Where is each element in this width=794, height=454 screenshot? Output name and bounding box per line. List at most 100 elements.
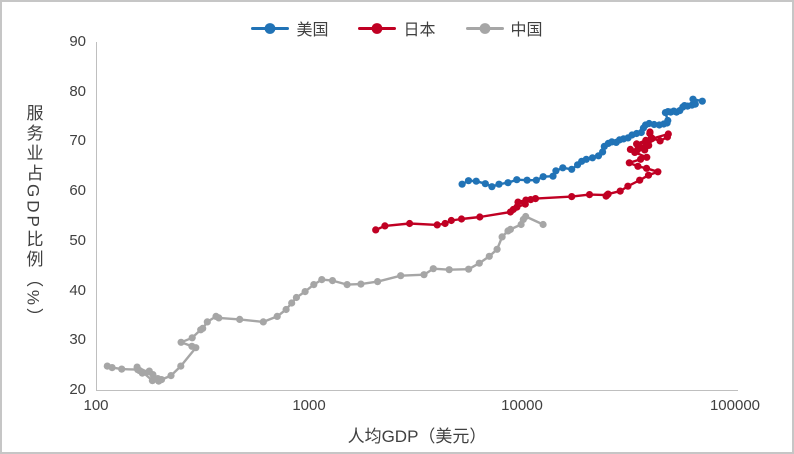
series-china-marker: [465, 265, 473, 273]
series-china-marker: [118, 365, 126, 373]
x-tick-label: 100: [83, 397, 109, 414]
series-us-marker: [464, 177, 473, 185]
y-axis-title: 服务业占GDP比例（%）: [23, 104, 43, 328]
legend-marker-japan-icon: [358, 22, 397, 34]
x-tick-label: 1000: [292, 397, 326, 414]
series-china-marker: [148, 377, 156, 385]
series-china-marker: [177, 338, 185, 346]
legend-label-us: 美国: [296, 22, 329, 39]
legend-item-japan: 日本: [358, 16, 436, 40]
series-japan-marker: [568, 193, 576, 201]
series-china-marker: [199, 324, 207, 332]
series-japan-marker: [644, 171, 653, 179]
series-china-marker: [475, 259, 483, 267]
series-japan-marker: [447, 216, 455, 225]
x-tick-label: 10000: [501, 397, 543, 414]
series-china-marker: [420, 271, 428, 279]
series-japan-marker: [372, 226, 380, 234]
series-us-marker: [599, 148, 607, 156]
series-china-marker: [292, 293, 300, 302]
series-china-marker: [188, 334, 196, 342]
series-us-marker: [549, 172, 557, 180]
y-tick-label: 80: [69, 82, 86, 100]
series-china-marker: [273, 312, 281, 320]
series-us-marker: [504, 179, 512, 187]
series-china-marker: [203, 318, 211, 326]
series-china-marker: [397, 272, 405, 280]
series-china-marker: [215, 314, 223, 322]
series-us-marker: [539, 173, 547, 181]
y-tick-label: 50: [69, 231, 86, 249]
series-china-marker: [177, 362, 185, 370]
series-china-marker: [310, 281, 318, 289]
series-japan-marker: [643, 153, 651, 161]
series-japan-marker: [616, 187, 624, 195]
series-china-line: [106, 215, 545, 383]
y-tick-label: 30: [69, 331, 86, 349]
series-japan-marker: [531, 195, 540, 203]
series-china-marker: [498, 233, 506, 241]
series-us-marker: [495, 180, 503, 188]
series-us-marker: [481, 180, 489, 188]
series-us-marker: [472, 177, 480, 185]
series-us-marker: [698, 97, 706, 105]
y-tick-label: 20: [69, 381, 86, 398]
series-us-marker: [552, 167, 560, 175]
series-japan-marker: [654, 168, 662, 176]
series-japan-marker: [636, 176, 644, 184]
series-japan-marker: [633, 140, 641, 148]
series-us-marker: [689, 95, 697, 103]
series-japan-marker: [457, 215, 466, 223]
legend-item-us: 美国: [251, 16, 328, 40]
series-us-marker: [513, 176, 521, 184]
series-china-marker: [343, 281, 351, 289]
series-japan-marker: [514, 198, 522, 206]
series-japan-marker: [604, 190, 612, 198]
series-us-marker: [588, 154, 597, 162]
series-china-marker: [188, 342, 196, 350]
series-us-marker: [559, 164, 567, 172]
series-china-marker: [445, 266, 453, 274]
y-tick-label: 40: [69, 281, 86, 299]
series-japan-marker: [441, 219, 449, 228]
series-japan-marker: [476, 213, 484, 221]
series-us-marker: [458, 180, 466, 188]
legend-marker-china-icon: [465, 22, 504, 34]
legend-label-japan: 日本: [403, 22, 436, 39]
series-us-marker: [664, 116, 672, 125]
series-us-marker: [532, 176, 540, 184]
series-japan-marker: [664, 130, 672, 138]
legend-item-china: 中国: [465, 16, 543, 40]
series-china-marker: [328, 277, 337, 285]
y-axis-line: [96, 42, 97, 390]
y-tick-label: 60: [69, 182, 86, 200]
series-japan-marker: [634, 162, 642, 170]
series-china-marker: [133, 363, 141, 371]
series-china-marker: [138, 369, 146, 377]
series-us-marker: [523, 176, 531, 184]
series-china-marker: [374, 278, 382, 286]
series-japan-marker: [637, 155, 645, 163]
series-china-marker: [259, 318, 267, 326]
series-china-marker: [357, 280, 365, 288]
series-japan-marker: [642, 164, 651, 172]
series-japan-marker: [624, 182, 632, 190]
series-china-marker: [318, 276, 326, 284]
series-japan-marker: [433, 221, 441, 229]
series-japan-marker: [381, 222, 389, 230]
series-china-marker: [236, 315, 244, 323]
series-us-marker: [568, 165, 576, 173]
series-china-marker: [288, 299, 296, 307]
series-us-marker: [650, 120, 658, 129]
series-china-marker: [493, 245, 501, 253]
series-china-marker: [429, 265, 437, 273]
series-china-marker: [485, 252, 493, 260]
series-china-marker: [157, 376, 166, 384]
series-china-marker: [149, 371, 157, 379]
chart-legend: 美国 日本 中国: [2, 16, 792, 40]
series-china-marker: [506, 225, 514, 233]
series-china-marker: [539, 220, 547, 229]
y-tick-label: 90: [69, 33, 86, 50]
series-china-marker: [167, 372, 175, 380]
